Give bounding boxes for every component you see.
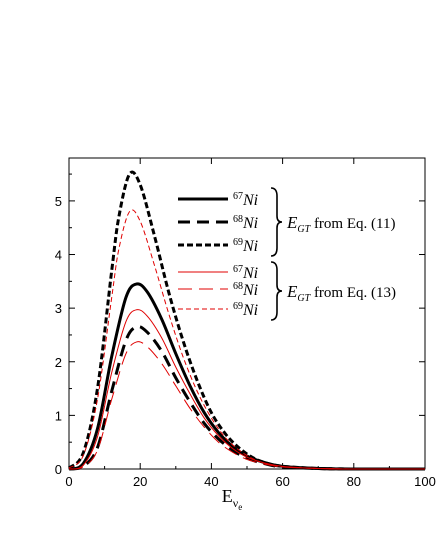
x-axis-label-main: E: [222, 486, 233, 506]
legend-label-element: Ni: [242, 265, 258, 282]
y-tick-label: 2: [55, 355, 62, 370]
legend-group-subscript: GT: [297, 224, 311, 235]
legend-group-symbol: E: [286, 213, 298, 232]
x-axis-label-sub: ν: [233, 496, 239, 510]
legend-label-element: Ni: [242, 302, 258, 319]
legend-label-element: Ni: [242, 215, 258, 232]
x-tick-label: 20: [133, 474, 147, 489]
legend-label-isotope: 68: [233, 214, 243, 225]
legend-group-symbol: E: [286, 282, 298, 301]
legend-label-element: Ni: [242, 192, 258, 209]
legend-group-source: from Eq. (13): [310, 285, 396, 301]
legend-label: 68Ni: [233, 214, 258, 232]
legend-group-label: EGT from Eq. (11): [286, 213, 395, 235]
legend-label-element: Ni: [242, 238, 258, 255]
legend-group-label: EGT from Eq. (13): [286, 282, 396, 304]
x-axis-label-subsub: e: [238, 502, 242, 512]
x-tick-label: 80: [347, 474, 361, 489]
legend-label: 68Ni: [233, 281, 258, 299]
legend-label: 69Ni: [233, 237, 258, 255]
x-tick-label: 100: [414, 474, 436, 489]
series-line-68-eq13: [68, 341, 425, 470]
x-tick-label: 60: [275, 474, 289, 489]
y-tick-label: 1: [55, 408, 62, 423]
y-tick-label: 4: [55, 248, 62, 263]
legend-label-isotope: 68: [233, 281, 243, 292]
x-tick-label: 0: [65, 474, 72, 489]
legend-group-source: from Eq. (11): [310, 216, 395, 232]
x-tick-label: 40: [204, 474, 218, 489]
y-tick-label: 5: [55, 194, 62, 209]
series-line-67-eq13: [68, 309, 425, 470]
legend-brace: [270, 187, 283, 257]
legend-label-isotope: 69: [233, 301, 243, 312]
y-tick-label: 3: [55, 301, 62, 316]
x-axis-label: Eνe: [222, 486, 242, 512]
legend-group-subscript: GT: [297, 293, 311, 304]
legend-label: 67Ni: [233, 191, 258, 209]
y-tick-label: 0: [55, 462, 62, 477]
series-line-68-eq11: [68, 325, 425, 471]
legend-label-isotope: 67: [233, 191, 243, 202]
legend-brace: [270, 261, 283, 321]
legend-label-element: Ni: [242, 282, 258, 299]
legend-label: 69Ni: [233, 301, 258, 319]
legend-label: 67Ni: [233, 264, 258, 282]
legend-label-isotope: 69: [233, 237, 243, 248]
series-line-69-eq13: [68, 209, 425, 470]
legend-label-isotope: 67: [233, 264, 243, 275]
